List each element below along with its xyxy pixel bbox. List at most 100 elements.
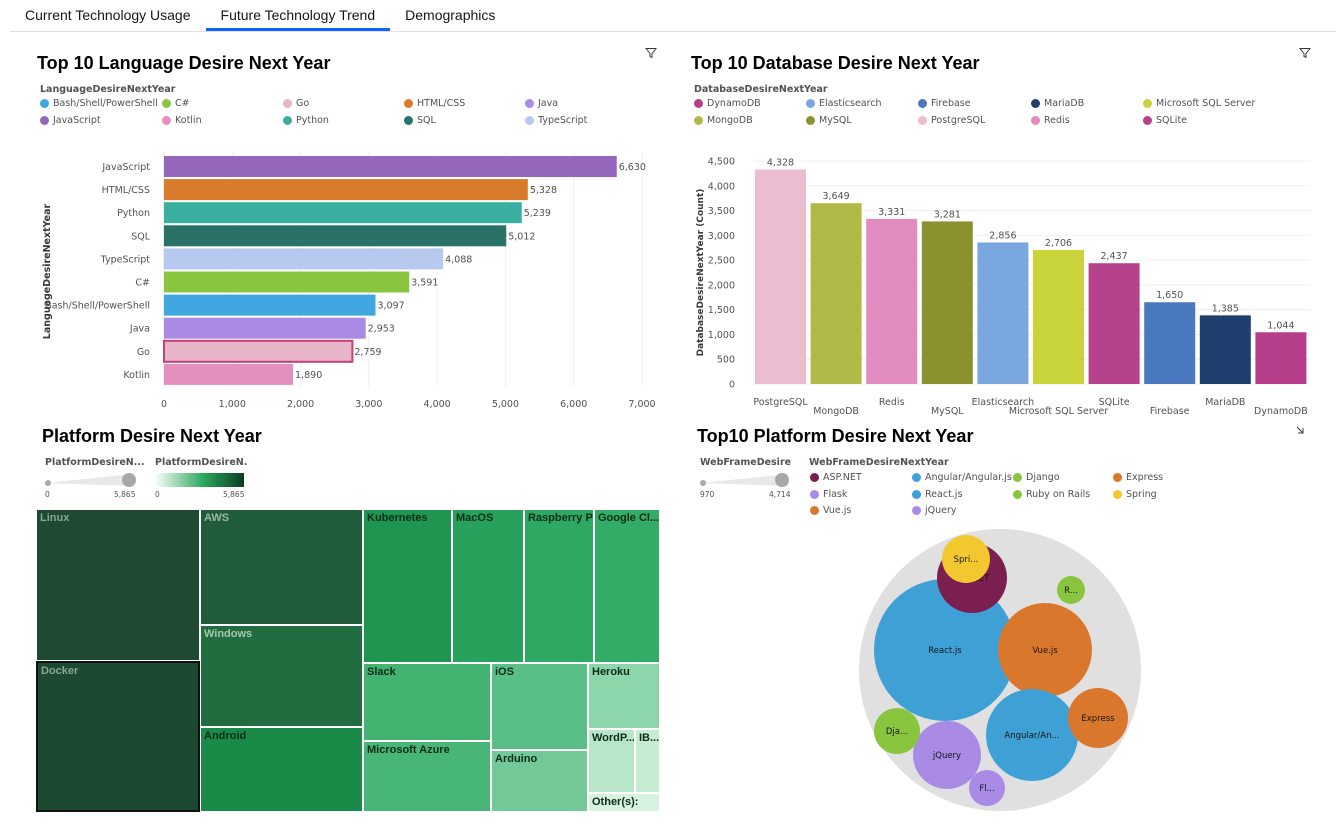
legend-item-microsoft-sql-server[interactable]: Microsoft SQL Server bbox=[1143, 98, 1255, 109]
legend-item-python[interactable]: Python bbox=[283, 115, 329, 126]
bubble-ruby-on-rails[interactable]: R... bbox=[1057, 576, 1085, 604]
bar-mysql[interactable] bbox=[921, 221, 973, 384]
color-scale-max: 5,865 bbox=[223, 490, 245, 499]
bubble-angular-angular-js[interactable]: Angular/An... bbox=[986, 689, 1078, 781]
legend-item-javascript[interactable]: JavaScript bbox=[40, 115, 101, 126]
legend-item-java[interactable]: Java bbox=[525, 98, 558, 109]
legend-item-c[interactable]: C# bbox=[162, 98, 190, 109]
treemap-cell-docker[interactable]: Docker bbox=[36, 661, 200, 812]
legend-item-angular-angular-js[interactable]: Angular/Angular.js bbox=[912, 472, 1012, 483]
treemap-cell-kubernetes[interactable]: Kubernetes bbox=[363, 509, 452, 663]
tab-future-technology-trend[interactable]: Future Technology Trend bbox=[205, 0, 391, 31]
bar-go[interactable] bbox=[163, 339, 354, 363]
tab-current-technology-usage[interactable]: Current Technology Usage bbox=[25, 7, 191, 23]
bubble-django[interactable]: Dja... bbox=[874, 708, 920, 754]
bar-c[interactable] bbox=[164, 271, 410, 293]
bar-java[interactable] bbox=[164, 317, 366, 339]
legend-item-redis[interactable]: Redis bbox=[1031, 115, 1070, 126]
bar-typescript[interactable] bbox=[164, 248, 444, 270]
legend-swatch bbox=[694, 99, 703, 108]
legend-item-mongodb[interactable]: MongoDB bbox=[694, 115, 753, 126]
data-label: 3,591 bbox=[411, 278, 438, 289]
bar-mariadb[interactable] bbox=[1199, 315, 1251, 384]
legend-item-html-css[interactable]: HTML/CSS bbox=[404, 98, 465, 109]
language-legend-title: LanguageDesireNextYear bbox=[40, 84, 176, 95]
bar-bash-shell-powershell[interactable] bbox=[164, 294, 376, 316]
bubble-flask[interactable]: Fl... bbox=[969, 770, 1005, 806]
bar-python[interactable] bbox=[164, 202, 522, 224]
legend-item-django[interactable]: Django bbox=[1013, 472, 1060, 483]
bar-dynamodb[interactable] bbox=[1255, 332, 1307, 384]
legend-item-elasticsearch[interactable]: Elasticsearch bbox=[806, 98, 882, 109]
legend-item-vue-js[interactable]: Vue.js bbox=[810, 505, 851, 516]
bar-kotlin[interactable] bbox=[164, 363, 294, 385]
legend-swatch bbox=[1031, 99, 1040, 108]
legend-item-jquery[interactable]: jQuery bbox=[912, 505, 957, 516]
legend-swatch bbox=[404, 99, 413, 108]
bar-sqlite[interactable] bbox=[1088, 263, 1140, 384]
tab-demographics[interactable]: Demographics bbox=[405, 7, 496, 23]
treemap-cell-label: Kubernetes bbox=[367, 512, 428, 524]
legend-item-react-js[interactable]: React.js bbox=[912, 489, 962, 500]
treemap-cell-ib[interactable]: IB... bbox=[635, 729, 660, 793]
treemap-cell-android[interactable]: Android bbox=[200, 727, 363, 812]
legend-item-asp-net[interactable]: ASP.NET bbox=[810, 472, 862, 483]
treemap-cell-wordp[interactable]: WordP... bbox=[588, 729, 635, 793]
treemap-cell-other-s[interactable]: Other(s): bbox=[588, 793, 660, 812]
legend-item-typescript[interactable]: TypeScript bbox=[525, 115, 587, 126]
bar-mongodb[interactable] bbox=[810, 203, 862, 384]
legend-item-mysql[interactable]: MySQL bbox=[806, 115, 852, 126]
bar-elasticsearch[interactable] bbox=[977, 242, 1029, 384]
legend-item-dynamodb[interactable]: DynamoDB bbox=[694, 98, 761, 109]
legend-item-mariadb[interactable]: MariaDB bbox=[1031, 98, 1084, 109]
filter-icon[interactable] bbox=[1299, 47, 1311, 59]
bar-microsoft-sql-server[interactable] bbox=[1033, 249, 1084, 384]
treemap-cell-raspberry-pi[interactable]: Raspberry Pi bbox=[524, 509, 594, 663]
treemap-cell-microsoft-azure[interactable]: Microsoft Azure bbox=[363, 741, 491, 812]
bar-sql[interactable] bbox=[164, 225, 507, 247]
bubble-vue-js[interactable]: Vue.js bbox=[998, 603, 1092, 697]
legend-swatch bbox=[912, 489, 921, 499]
y-tick-label: HTML/CSS bbox=[102, 185, 150, 196]
legend-item-postgresql[interactable]: PostgreSQL bbox=[918, 115, 985, 126]
treemap-cell-slack[interactable]: Slack bbox=[363, 663, 491, 741]
slider-max-value: 4,714 bbox=[769, 490, 791, 499]
legend-item-go[interactable]: Go bbox=[283, 98, 309, 109]
legend-item-firebase[interactable]: Firebase bbox=[918, 98, 971, 109]
size-slider[interactable] bbox=[698, 472, 793, 488]
legend-item-flask[interactable]: Flask bbox=[810, 489, 847, 500]
treemap-cell-macos[interactable]: MacOS bbox=[452, 509, 524, 663]
legend-item-sqlite[interactable]: SQLite bbox=[1143, 115, 1187, 126]
expand-icon[interactable] bbox=[1294, 424, 1306, 436]
bar-firebase[interactable] bbox=[1144, 302, 1196, 384]
bubble-shape bbox=[998, 603, 1092, 697]
treemap-cell-windows[interactable]: Windows bbox=[200, 625, 363, 727]
legend-item-bash-shell-powershell[interactable]: Bash/Shell/PowerShell bbox=[40, 98, 158, 109]
treemap-cell-aws[interactable]: AWS bbox=[200, 509, 363, 625]
data-label: 2,953 bbox=[368, 324, 395, 335]
bar-redis[interactable] bbox=[866, 218, 918, 384]
legend-swatch bbox=[1143, 116, 1152, 125]
legend-item-kotlin[interactable]: Kotlin bbox=[162, 115, 202, 126]
bubble-express[interactable]: Express bbox=[1068, 688, 1128, 748]
filter-icon[interactable] bbox=[645, 47, 657, 59]
legend-item-sql[interactable]: SQL bbox=[404, 115, 436, 126]
data-label: 3,649 bbox=[822, 191, 849, 202]
bubble-react-js[interactable]: React.js bbox=[874, 579, 1016, 721]
bubble-jquery[interactable]: jQuery bbox=[913, 721, 981, 789]
legend-item-express[interactable]: Express bbox=[1113, 472, 1163, 483]
treemap-cell-arduino[interactable]: Arduino bbox=[491, 750, 588, 812]
x-tick-label: 2,000 bbox=[287, 399, 314, 410]
bubble-spring[interactable]: Spri... bbox=[942, 535, 990, 583]
treemap-cell-heroku[interactable]: Heroku bbox=[588, 663, 660, 729]
treemap-cell-linux[interactable]: Linux bbox=[36, 509, 200, 661]
treemap-cell-ios[interactable]: iOS bbox=[491, 663, 588, 750]
treemap-cell-google-cl[interactable]: Google Cl... bbox=[594, 509, 660, 663]
bar-postgresql[interactable] bbox=[755, 169, 806, 384]
size-slider[interactable] bbox=[43, 472, 138, 488]
bubble-shape bbox=[942, 535, 990, 583]
bar-html-css[interactable] bbox=[164, 179, 528, 201]
legend-item-spring[interactable]: Spring bbox=[1113, 489, 1157, 500]
bar-javascript[interactable] bbox=[164, 156, 617, 177]
legend-item-ruby-on-rails[interactable]: Ruby on Rails bbox=[1013, 489, 1090, 500]
